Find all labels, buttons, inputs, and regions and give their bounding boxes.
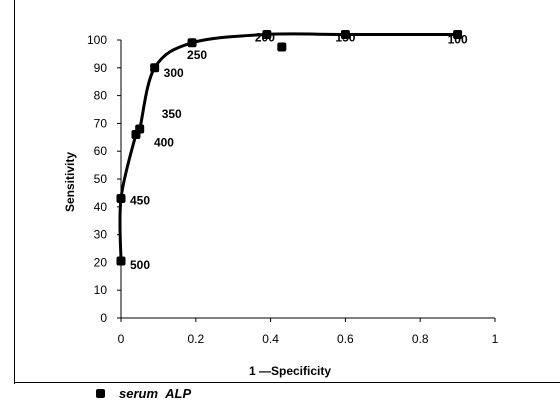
threshold-label: 150: [335, 30, 355, 44]
threshold-label: 250: [187, 48, 207, 62]
legend-label: serum ALP: [119, 385, 192, 401]
frame-bottom-border: [14, 382, 560, 383]
data-point: [262, 29, 272, 39]
y-tick-label: 80: [94, 89, 108, 103]
y-tick-label: 0: [100, 311, 107, 325]
threshold-label: 500: [130, 258, 150, 272]
data-point: [116, 193, 126, 203]
x-axis-title: 1 —Specificity: [249, 364, 331, 378]
y-tick-label: 90: [94, 61, 108, 75]
y-tick-label: 70: [94, 116, 108, 130]
threshold-label: 100: [448, 32, 468, 46]
y-tick-label: 60: [94, 144, 108, 158]
x-tick-label: 0.4: [262, 332, 279, 346]
data-point-extra: [277, 42, 287, 52]
data-point: [453, 29, 463, 39]
x-tick-labels: 0 0.2 0.4 0.6 0.8 1: [118, 332, 499, 346]
data-points: [116, 29, 463, 266]
data-point: [340, 29, 350, 39]
x-tick-label: 0: [118, 332, 125, 346]
threshold-label: 200: [255, 30, 275, 44]
legend: serum ALP: [96, 384, 191, 402]
data-point: [187, 38, 197, 48]
threshold-label: 300: [164, 66, 184, 80]
data-point: [116, 256, 126, 266]
x-tick-label: 0.6: [337, 332, 354, 346]
legend-marker-icon: [96, 388, 105, 398]
y-axis-title: Sensitivity: [63, 152, 77, 212]
threshold-label: 350: [162, 107, 182, 121]
threshold-label: 400: [154, 136, 174, 150]
x-tick-label: 0.2: [187, 332, 204, 346]
y-tick-label: 100: [87, 33, 107, 47]
y-tick-label: 10: [94, 283, 108, 297]
y-tick-label: 50: [94, 172, 108, 186]
y-tick-label: 30: [94, 228, 108, 242]
y-tick-label: 40: [94, 200, 108, 214]
axes: [117, 39, 496, 322]
y-tick-label: 20: [94, 255, 108, 269]
frame-left-border: [14, 0, 15, 384]
x-tick-label: 1: [492, 332, 499, 346]
x-tick-label: 0.8: [412, 332, 429, 346]
threshold-label: 450: [130, 193, 150, 207]
data-point: [150, 63, 160, 73]
data-point: [135, 124, 145, 134]
y-tick-labels: 0 10 20 30 40 50 60 70 80 90 100: [87, 33, 107, 325]
